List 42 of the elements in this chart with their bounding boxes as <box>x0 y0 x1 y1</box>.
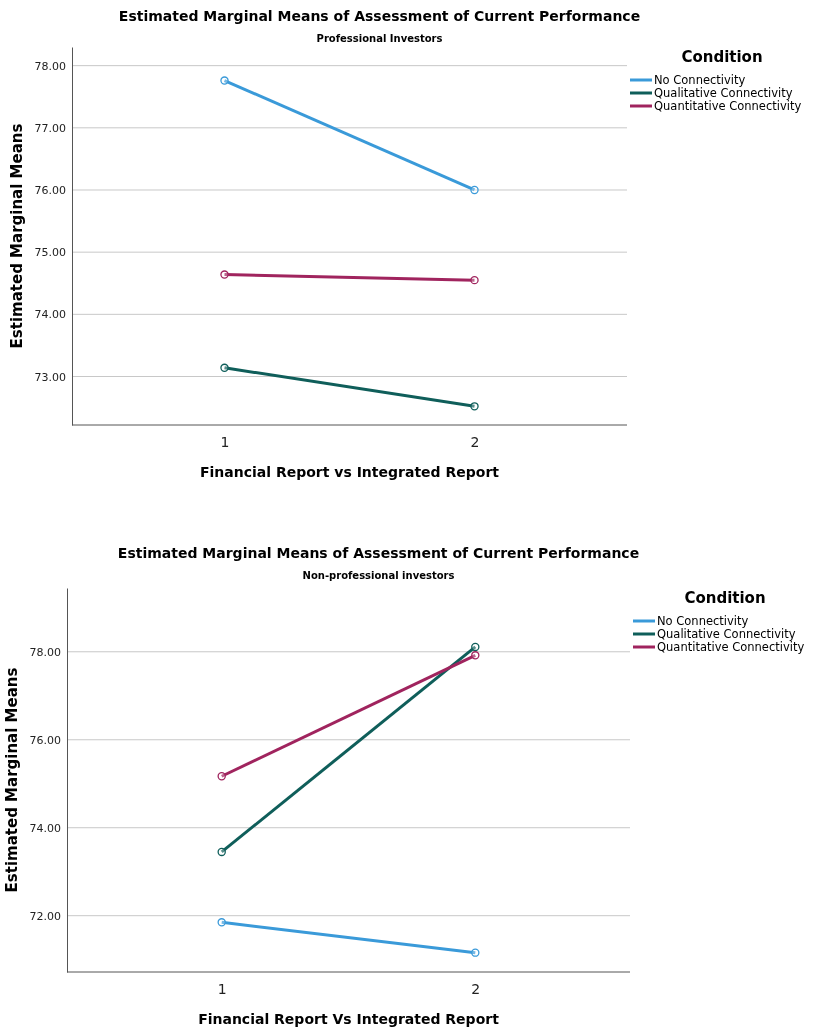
point <box>220 270 229 279</box>
legend-label: Qualitative Connectivity <box>654 86 793 100</box>
point <box>217 772 226 781</box>
y-tick-label: 78.00 <box>29 645 61 659</box>
point <box>471 651 480 660</box>
chart-subtitle: Professional Investors <box>316 33 443 44</box>
y-tick-label: 75.00 <box>34 246 66 260</box>
legend-title: Condition <box>684 589 766 607</box>
legend-label: No Connectivity <box>654 73 746 87</box>
y-tick-label: 77.00 <box>34 121 66 135</box>
y-tick-label: 76.00 <box>34 184 66 198</box>
y-tick-label: 78.00 <box>34 59 66 73</box>
y-axis-title: Estimated Marginal Means <box>8 123 26 349</box>
y-tick-label: 73.00 <box>34 370 66 384</box>
legend-label: No Connectivity <box>657 614 749 628</box>
point <box>217 918 226 927</box>
x-axis-title: Financial Report vs Integrated Report <box>199 464 500 480</box>
point <box>470 402 479 411</box>
x-tick-label: 1 <box>217 980 227 997</box>
point <box>470 275 479 285</box>
chart-subtitle: Non-professional investors <box>302 570 455 581</box>
legend-label: Qualitative Connectivity <box>657 627 796 641</box>
point <box>220 76 229 85</box>
x-tick-label: 2 <box>470 433 480 450</box>
point <box>220 363 229 373</box>
y-tick-label: 76.00 <box>29 733 61 747</box>
legend-label: Quantitative Connectivity <box>657 640 805 654</box>
point <box>471 642 480 652</box>
x-tick-label: 2 <box>471 980 481 997</box>
x-axis-title: Financial Report Vs Integrated Report <box>198 1011 500 1027</box>
y-tick-label: 74.00 <box>29 821 61 835</box>
y-tick-label: 74.00 <box>34 308 66 322</box>
x-tick-label: 1 <box>220 433 230 450</box>
point <box>470 185 479 195</box>
legend-label: Quantitative Connectivity <box>654 99 802 113</box>
chart-title: Estimated Marginal Means of Assessment of Current Performance <box>118 8 641 24</box>
point <box>471 948 480 957</box>
legend-title: Condition <box>681 48 763 66</box>
chart-title: Estimated Marginal Means of Assessment of Current Performance <box>117 545 640 561</box>
y-axis-title: Estimated Marginal Means <box>3 667 21 893</box>
y-tick-label: 72.00 <box>29 909 61 923</box>
point <box>217 847 226 857</box>
